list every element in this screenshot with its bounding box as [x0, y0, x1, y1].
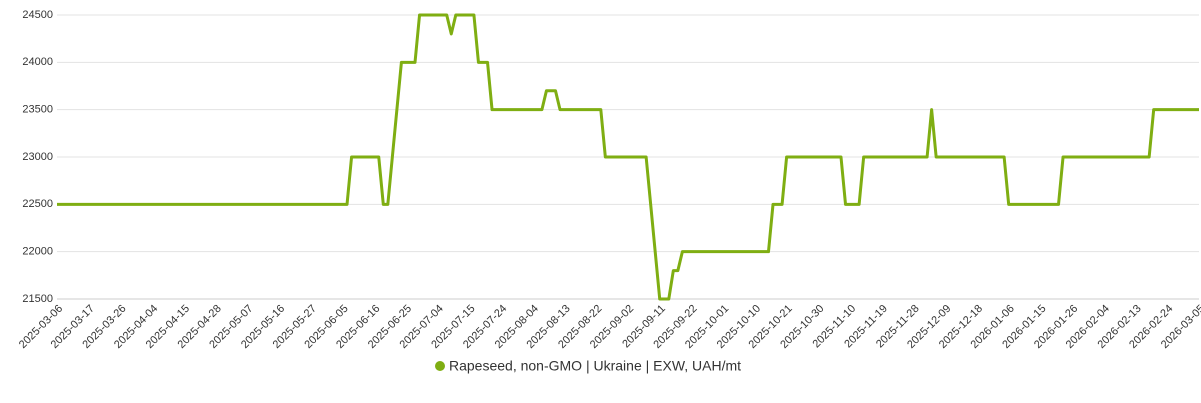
y-tick-label: 24000	[22, 56, 53, 68]
line	[57, 13, 1199, 301]
y-tick-label: 24500	[22, 9, 53, 21]
legend: Rapeseed, non-GMO | Ukraine | EXW, UAH/m…	[435, 358, 741, 374]
y-tick-label: 23500	[22, 104, 53, 116]
legend-marker	[435, 361, 445, 371]
y-tick-label: 21500	[22, 293, 53, 305]
legend-text: Rapeseed, non-GMO | Ukraine | EXW, UAH/m…	[449, 358, 741, 374]
y-tick-label: 22500	[22, 198, 53, 210]
y-tick-label: 23000	[22, 151, 53, 163]
y-tick-label: 22000	[22, 246, 53, 258]
